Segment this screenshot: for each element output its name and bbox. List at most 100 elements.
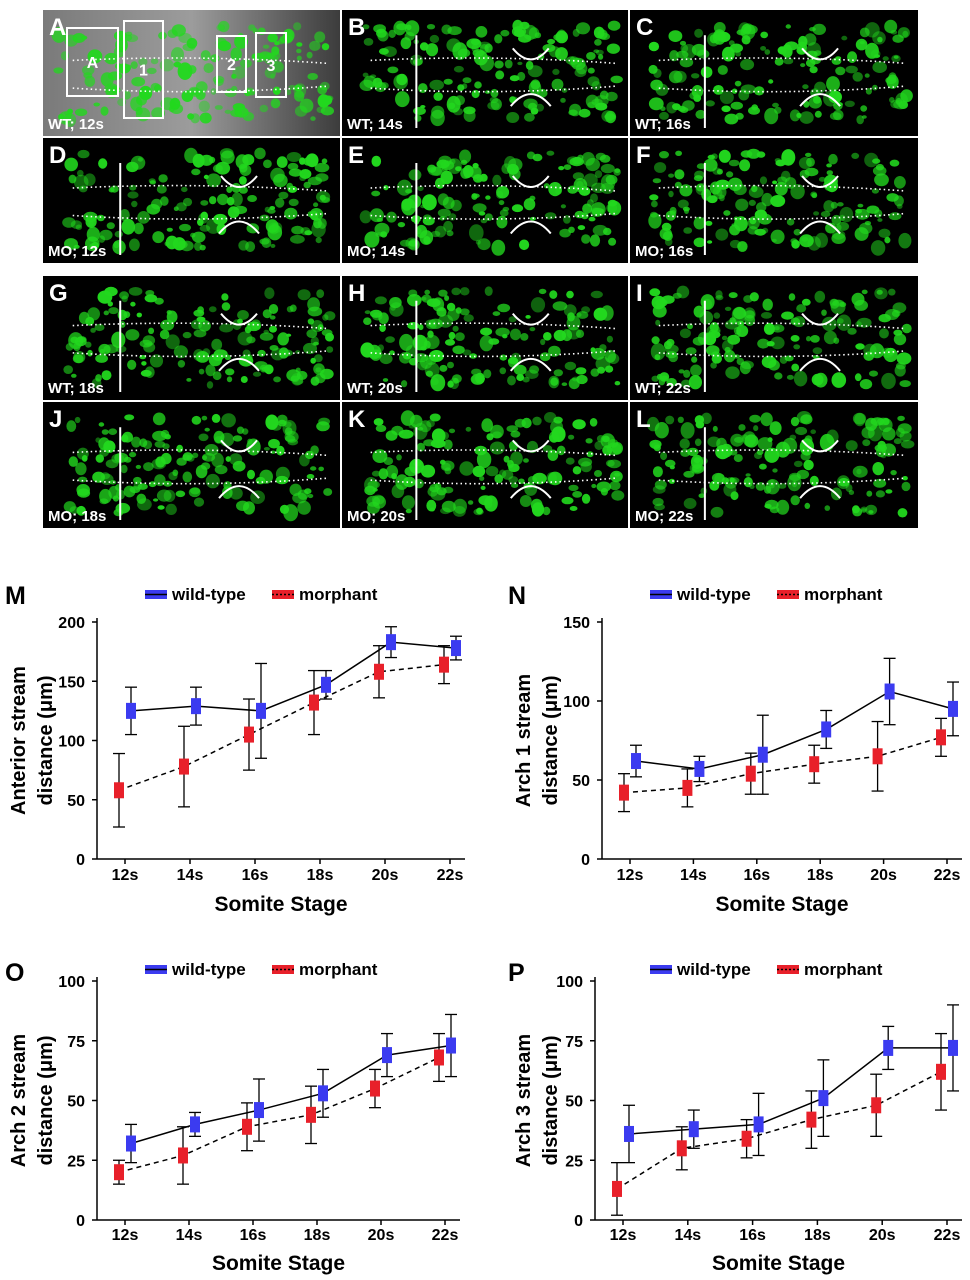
x-tick-label: 12s (617, 867, 644, 884)
otic-arc-bottom (509, 220, 552, 235)
data-point (382, 1047, 392, 1064)
upper-boundary (72, 184, 329, 192)
stream-box-label: 2 (227, 57, 236, 74)
x-tick-label: 16s (743, 867, 770, 884)
cell-field (649, 285, 912, 390)
panel-caption: WT; 14s (347, 116, 403, 133)
x-tick-label: 22s (432, 1227, 459, 1244)
y-tick-label: 25 (67, 1153, 85, 1170)
data-point (694, 760, 705, 777)
x-tick-label: 20s (870, 867, 897, 884)
micrograph-panel-l: L MO; 22s (630, 402, 918, 528)
series-morphant (618, 717, 947, 813)
cell-field (360, 286, 621, 392)
legend-swatch-morphant (777, 590, 799, 599)
legend-swatch-morphant (777, 965, 799, 974)
y-tick-label: 50 (67, 1094, 85, 1111)
legend-swatch-morphant (272, 590, 294, 599)
otic-arc-bottom (799, 93, 841, 107)
lower-boundary (72, 350, 329, 358)
chart-panel-letter: O (5, 959, 24, 987)
data-point (374, 663, 384, 680)
data-point (872, 748, 883, 765)
chart-panel-letter: N (508, 582, 526, 610)
data-point (745, 765, 756, 782)
upper-boundary (72, 449, 329, 457)
data-point (883, 1039, 894, 1056)
panel-letter: A (49, 14, 66, 41)
panel-letter: E (348, 142, 364, 169)
panel-letter: F (636, 142, 651, 169)
legend-label-wild-type: wild-type (676, 960, 751, 979)
data-point (114, 782, 124, 799)
data-point (631, 753, 641, 770)
x-tick-label: 18s (807, 867, 834, 884)
otic-arc-bottom (799, 485, 841, 499)
x-tick-label: 14s (177, 867, 204, 884)
y-axis-label: Arch 1 stream (513, 674, 535, 807)
y-axis-label: Anterior stream (8, 666, 30, 815)
data-point (242, 1118, 252, 1135)
lower-boundary (658, 85, 907, 93)
x-axis-label: Somite Stage (212, 1252, 345, 1275)
panel-letter: I (636, 280, 643, 307)
micrograph-panel-c: C WT; 16s (630, 10, 918, 136)
y-axis-label: distance (μm) (35, 675, 57, 805)
upper-boundary (658, 322, 907, 330)
x-tick-label: 22s (437, 867, 464, 884)
x-tick-label: 12s (112, 867, 139, 884)
y-tick-label: 100 (58, 974, 85, 991)
otic-arc-bottom (218, 357, 260, 372)
series-wild-type (623, 1004, 959, 1164)
x-axis-label: Somite Stage (712, 1252, 845, 1275)
y-tick-label: 0 (76, 852, 85, 869)
data-point (806, 1111, 817, 1128)
stream-box-2 (216, 35, 247, 93)
data-point (757, 746, 768, 763)
otic-arc-top (801, 312, 839, 326)
x-tick-label: 20s (368, 1227, 395, 1244)
y-tick-label: 100 (58, 734, 85, 751)
y-tick-label: 0 (581, 852, 590, 869)
data-point (190, 1116, 200, 1133)
lower-boundary (370, 350, 617, 358)
legend-swatch-morphant (272, 965, 294, 974)
panel-letter: G (49, 280, 68, 307)
upper-boundary (370, 57, 617, 65)
data-point (386, 634, 396, 651)
chart-panel-letter: M (5, 582, 26, 610)
y-tick-label: 50 (67, 793, 85, 810)
panel-caption: WT; 16s (635, 116, 691, 133)
y-tick-label: 100 (563, 694, 590, 711)
y-tick-label: 0 (574, 1213, 583, 1230)
panel-caption: WT; 22s (635, 380, 691, 397)
panel-letter: K (348, 406, 366, 433)
data-point (688, 1121, 699, 1138)
series-line (635, 690, 954, 770)
otic-arc-top (801, 175, 839, 188)
micrograph-panel-h: H WT; 20s (342, 276, 628, 400)
chart-p: P 0 25 50 75 100 12s 14s 16s 18s 20s 22s Somite Stag… (508, 959, 962, 1275)
data-point (370, 1080, 380, 1097)
panel-caption: WT; 20s (347, 380, 403, 397)
x-tick-label: 22s (934, 1227, 961, 1244)
upper-boundary (72, 57, 329, 65)
micrograph-panel-a: A 1 2 3 A WT; 12s (43, 10, 340, 136)
panel-caption: MO; 12s (48, 243, 106, 260)
data-point (624, 1125, 634, 1142)
lower-boundary (72, 85, 329, 93)
panel-letter: L (636, 406, 651, 433)
lower-boundary (658, 212, 907, 220)
lower-boundary (72, 477, 329, 485)
series-morphant (113, 1032, 445, 1185)
cell-field (364, 410, 625, 517)
stream-box-a (66, 27, 119, 97)
data-point (126, 702, 136, 719)
data-point (439, 656, 449, 673)
legend: wild-type morphant (650, 960, 883, 979)
data-point (178, 1147, 188, 1164)
y-tick-label: 100 (556, 974, 583, 991)
x-tick-label: 18s (804, 1227, 831, 1244)
data-point (612, 1180, 622, 1197)
